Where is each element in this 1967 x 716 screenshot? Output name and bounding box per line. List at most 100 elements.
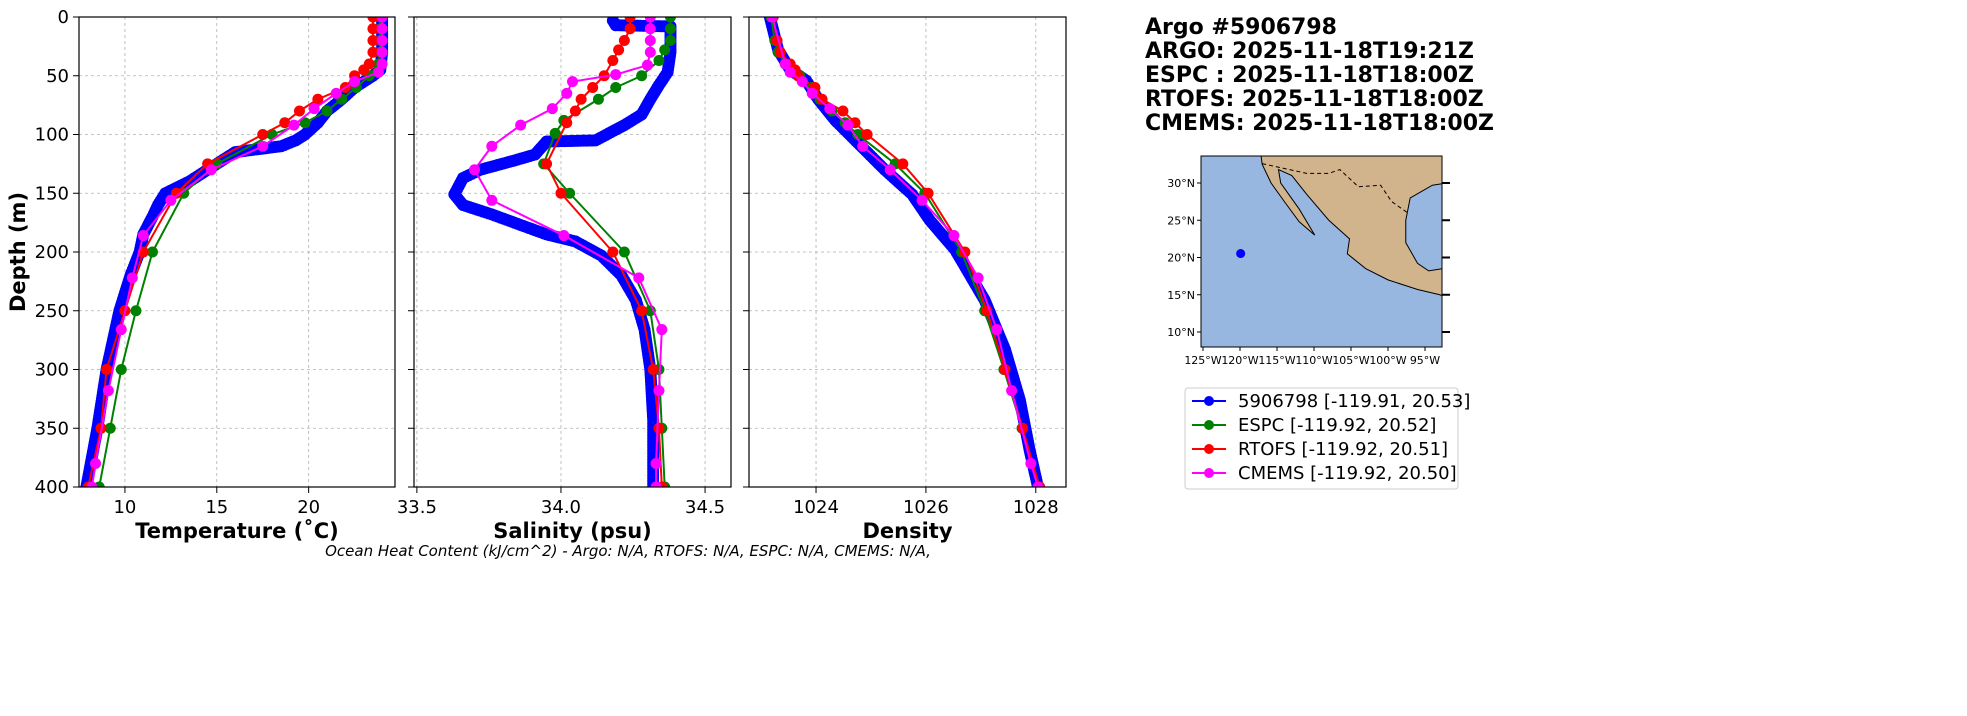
data-point-cmems bbox=[90, 458, 102, 469]
data-point-espc bbox=[115, 364, 127, 375]
panel-density: 1024 1026 1028 Density bbox=[743, 16, 1067, 543]
data-point-rtofs bbox=[257, 129, 269, 140]
data-point-cmems bbox=[126, 272, 138, 284]
map-lat-label: 25°N bbox=[1167, 214, 1195, 227]
map-lon-label: 100°W bbox=[1369, 354, 1406, 367]
map-lat-label: 15°N bbox=[1167, 289, 1195, 302]
x-tick-label: 1024 bbox=[793, 497, 839, 518]
data-point-rtofs bbox=[358, 64, 370, 76]
y-tick-label: 250 bbox=[35, 301, 69, 322]
data-point-cmems bbox=[806, 87, 818, 99]
data-point-espc bbox=[852, 129, 864, 140]
profile-panels: 10 15 20050100150200250300350400Temperatur… bbox=[35, 7, 1067, 543]
data-point-cmems bbox=[546, 103, 558, 115]
map-land bbox=[1260, 156, 1442, 297]
legend-marker bbox=[1204, 468, 1214, 478]
x-axis-label: Density bbox=[862, 519, 952, 543]
data-point-rtofs bbox=[101, 364, 113, 375]
data-point-rtofs bbox=[607, 246, 619, 258]
data-point-cmems bbox=[884, 164, 896, 176]
data-point-espc bbox=[610, 82, 622, 93]
data-point-cmems bbox=[641, 59, 653, 71]
legend: 5906798 [-119.91, 20.53] ESPC [-119.92, 2… bbox=[1184, 387, 1470, 490]
data-point-espc bbox=[653, 54, 665, 66]
data-point-rtofs bbox=[555, 187, 567, 199]
map-lon-label: 125°W bbox=[1184, 354, 1221, 367]
data-point-rtofs bbox=[653, 422, 665, 434]
data-point-cmems bbox=[1032, 481, 1044, 487]
data-point-cmems bbox=[288, 119, 300, 131]
legend-label: ESPC [-119.92, 20.52] bbox=[1238, 415, 1436, 436]
data-point-cmems bbox=[610, 69, 622, 81]
data-point-cmems bbox=[137, 230, 149, 242]
data-point-rtofs bbox=[624, 17, 636, 23]
data-point-cmems bbox=[486, 140, 498, 152]
plot-frame bbox=[748, 16, 1067, 488]
data-point-espc bbox=[664, 17, 676, 23]
data-point-cmems bbox=[372, 66, 384, 78]
data-point-cmems bbox=[257, 140, 269, 152]
series-group bbox=[80, 17, 389, 487]
legend-box bbox=[1184, 387, 1459, 490]
x-tick-label: 33.5 bbox=[397, 497, 437, 518]
data-point-rtofs bbox=[367, 17, 379, 23]
x-tick-label: 34.0 bbox=[541, 497, 581, 518]
panel-temperature: 10 15 20050100150200250300350400Temperatur… bbox=[35, 7, 396, 543]
y-tick-label: 0 bbox=[58, 7, 69, 28]
map-lon-label: 110°W bbox=[1295, 354, 1332, 367]
data-point-rtofs bbox=[647, 364, 659, 375]
legend-item: 5906798 [-119.91, 20.53] bbox=[1192, 391, 1470, 412]
data-point-cmems bbox=[165, 194, 177, 206]
map-border bbox=[1262, 163, 1410, 214]
data-point-cmems bbox=[824, 103, 836, 115]
y-tick-label: 200 bbox=[35, 242, 69, 263]
map-lon-label: 105°W bbox=[1332, 354, 1369, 367]
data-point-cmems bbox=[349, 76, 361, 88]
data-point-espc bbox=[664, 35, 676, 46]
data-point-rtofs bbox=[569, 105, 581, 117]
map-frame bbox=[1200, 155, 1443, 348]
data-point-espc bbox=[664, 23, 676, 35]
data-point-cmems bbox=[308, 103, 320, 115]
data-point-cmems bbox=[644, 17, 656, 23]
y-tick-label: 300 bbox=[35, 360, 69, 381]
header-rtofs-time: RTOFS: 2025-11-18T18:00Z bbox=[1145, 87, 1484, 112]
data-point-cmems bbox=[779, 58, 791, 70]
data-point-rtofs bbox=[613, 44, 625, 56]
data-point-cmems bbox=[766, 17, 778, 23]
float-location-marker bbox=[1236, 249, 1246, 259]
x-tick-label: 34.5 bbox=[685, 497, 725, 518]
legend-item: CMEMS [-119.92, 20.50] bbox=[1192, 463, 1457, 484]
data-point-espc bbox=[130, 305, 142, 317]
header-text: Argo #5906798 ARGO: 2025-11-18T19:21Z ES… bbox=[1145, 15, 1494, 136]
map-lat-label: 10°N bbox=[1167, 326, 1195, 339]
data-point-espc bbox=[299, 117, 311, 129]
data-point-cmems bbox=[561, 87, 573, 99]
data-point-cmems bbox=[842, 119, 854, 131]
data-point-cmems bbox=[486, 194, 498, 206]
x-tick-label: 1026 bbox=[903, 497, 949, 518]
map-lon-label: 120°W bbox=[1221, 354, 1258, 367]
legend-label: CMEMS [-119.92, 20.50] bbox=[1238, 463, 1457, 484]
series-line-cmems bbox=[771, 17, 1039, 487]
legend-marker bbox=[1204, 420, 1214, 430]
data-point-cmems bbox=[86, 481, 98, 487]
data-point-cmems bbox=[916, 194, 928, 206]
data-point-espc bbox=[549, 127, 561, 139]
series-group bbox=[448, 17, 677, 487]
data-point-cmems bbox=[567, 76, 578, 88]
x-axis-label: Salinity (psu) bbox=[493, 519, 652, 543]
data-point-cmems bbox=[376, 46, 388, 58]
data-point-rtofs bbox=[837, 105, 849, 117]
data-point-cmems bbox=[650, 481, 662, 487]
data-point-cmems bbox=[633, 272, 645, 284]
legend-item: RTOFS [-119.92, 20.51] bbox=[1192, 439, 1448, 460]
data-point-cmems bbox=[515, 119, 527, 131]
data-point-cmems bbox=[784, 66, 796, 78]
data-point-cmems bbox=[972, 272, 984, 284]
data-point-espc bbox=[659, 44, 671, 56]
depth-axis-label: Depth (m) bbox=[6, 192, 30, 312]
header-argo-time: ARGO: 2025-11-18T19:21Z bbox=[1145, 39, 1474, 64]
y-tick-label: 400 bbox=[35, 477, 69, 498]
data-point-cmems bbox=[650, 458, 662, 469]
